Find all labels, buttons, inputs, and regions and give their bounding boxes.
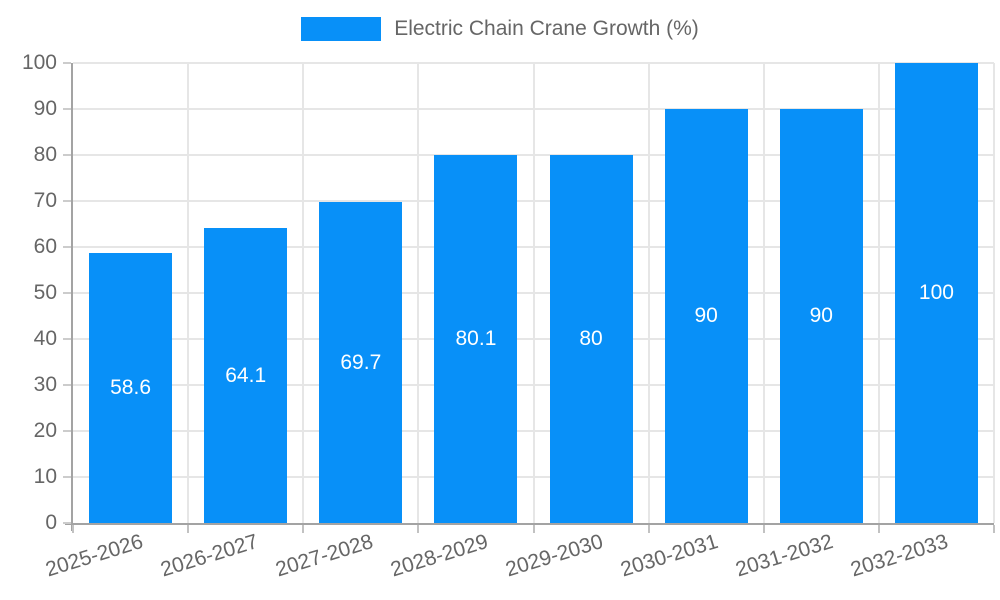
- y-axis-tick-label: 10: [33, 465, 57, 488]
- bar-value-label: 80.1: [455, 326, 497, 350]
- x-gridline: [647, 63, 650, 523]
- y-axis-tick: [63, 292, 71, 294]
- bar: [89, 253, 173, 523]
- bar-value-label: 80: [579, 327, 603, 350]
- x-axis-tick: [417, 525, 420, 533]
- y-axis-tick: [63, 522, 71, 524]
- x-axis-tick: [762, 525, 765, 533]
- x-axis-tick: [993, 525, 995, 533]
- bar: [664, 109, 748, 523]
- x-gridline: [762, 63, 765, 523]
- y-axis-tick: [63, 108, 71, 110]
- bar-value-label: 90: [694, 304, 718, 327]
- y-axis-tick: [63, 62, 71, 64]
- y-axis-tick-label: 70: [33, 189, 57, 212]
- bar: [894, 63, 978, 523]
- chart-title: Electric Chain Crane Growth (%): [394, 17, 699, 40]
- bar-value-label: 64.1: [225, 363, 267, 387]
- legend: Electric Chain Crane Growth (%): [0, 17, 1000, 41]
- x-gridline: [993, 63, 995, 523]
- x-axis-tick: [302, 525, 305, 533]
- y-axis-tick-label: 90: [33, 97, 57, 120]
- y-axis-tick: [63, 430, 71, 432]
- x-gridline: [187, 63, 190, 523]
- plot-area: 0 10 20 30 40 50 60 70 80 90 100 58.6 64.1 69.7 80.1 80…: [22, 51, 995, 581]
- bar: [549, 155, 633, 523]
- y-axis-tick: [63, 338, 71, 340]
- bar-value-label: 90: [809, 304, 833, 327]
- x-gridline: [532, 63, 535, 523]
- y-axis-tick: [63, 476, 71, 478]
- x-axis-tick: [877, 525, 880, 533]
- y-axis-tick-label: 30: [33, 373, 57, 396]
- y-axis-tick-label: 0: [45, 511, 57, 534]
- y-axis-tick-label: 50: [33, 281, 57, 304]
- x-gridline: [417, 63, 420, 523]
- x-gridline: [302, 63, 305, 523]
- y-axis-tick: [63, 384, 71, 386]
- y-axis-line: [71, 63, 73, 531]
- x-axis-tick: [532, 525, 535, 533]
- bar-value-label: 100: [918, 281, 954, 304]
- bar: [319, 202, 403, 523]
- y-axis-tick: [63, 200, 71, 202]
- y-axis-tick: [63, 154, 71, 156]
- bar: [204, 228, 288, 523]
- y-axis-tick-label: 60: [33, 235, 57, 258]
- x-axis-tick: [647, 525, 650, 533]
- y-axis-tick: [63, 246, 71, 248]
- bar-value-label: 69.7: [340, 350, 382, 374]
- y-axis-tick-label: 80: [33, 143, 57, 166]
- bar: [434, 154, 518, 523]
- y-axis-tick-label: 20: [33, 419, 57, 442]
- y-axis-tick-label: 40: [33, 327, 57, 350]
- x-axis-line: [65, 523, 994, 525]
- x-axis-tick: [187, 525, 190, 533]
- bar-value-label: 58.6: [110, 376, 151, 400]
- legend-swatch: [301, 17, 382, 41]
- bar: [779, 109, 863, 523]
- x-gridline: [877, 63, 880, 523]
- y-axis-tick-label: 100: [21, 51, 57, 74]
- x-axis-tick: [72, 525, 74, 533]
